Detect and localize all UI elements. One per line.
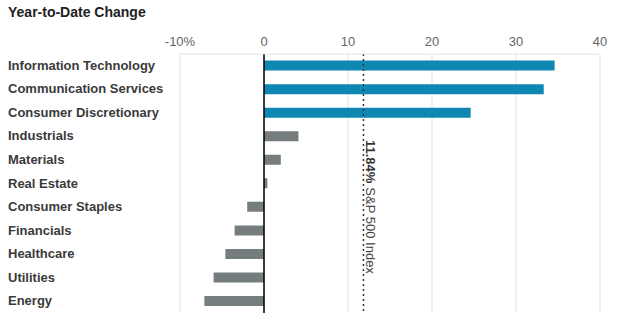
svg-text:Financials: Financials (8, 223, 72, 238)
svg-text:30: 30 (509, 34, 523, 49)
svg-text:Healthcare: Healthcare (8, 246, 74, 261)
svg-text:40: 40 (593, 34, 607, 49)
svg-text:-10%: -10% (165, 34, 196, 49)
svg-text:Industrials: Industrials (8, 128, 74, 143)
svg-text:0: 0 (260, 34, 267, 49)
html-text:Year-to-Date Change: Year-to-Date Change (8, 4, 146, 20)
svg-text:Communication Services: Communication Services (8, 81, 163, 96)
svg-text:11.84%S&P 500 Index: 11.84%S&P 500 Index (363, 140, 378, 274)
svg-text:Materials: Materials (8, 152, 64, 167)
svg-text:Consumer Staples: Consumer Staples (8, 199, 122, 214)
svg-text:20: 20 (425, 34, 439, 49)
svg-text:Real Estate: Real Estate (8, 176, 78, 191)
svg-text:Utilities: Utilities (8, 270, 55, 285)
svg-text:Information Technology: Information Technology (8, 58, 156, 73)
svg-text:Consumer Discretionary: Consumer Discretionary (8, 105, 160, 120)
svg-text:Energy: Energy (8, 293, 53, 308)
svg-text:10: 10 (341, 34, 355, 49)
